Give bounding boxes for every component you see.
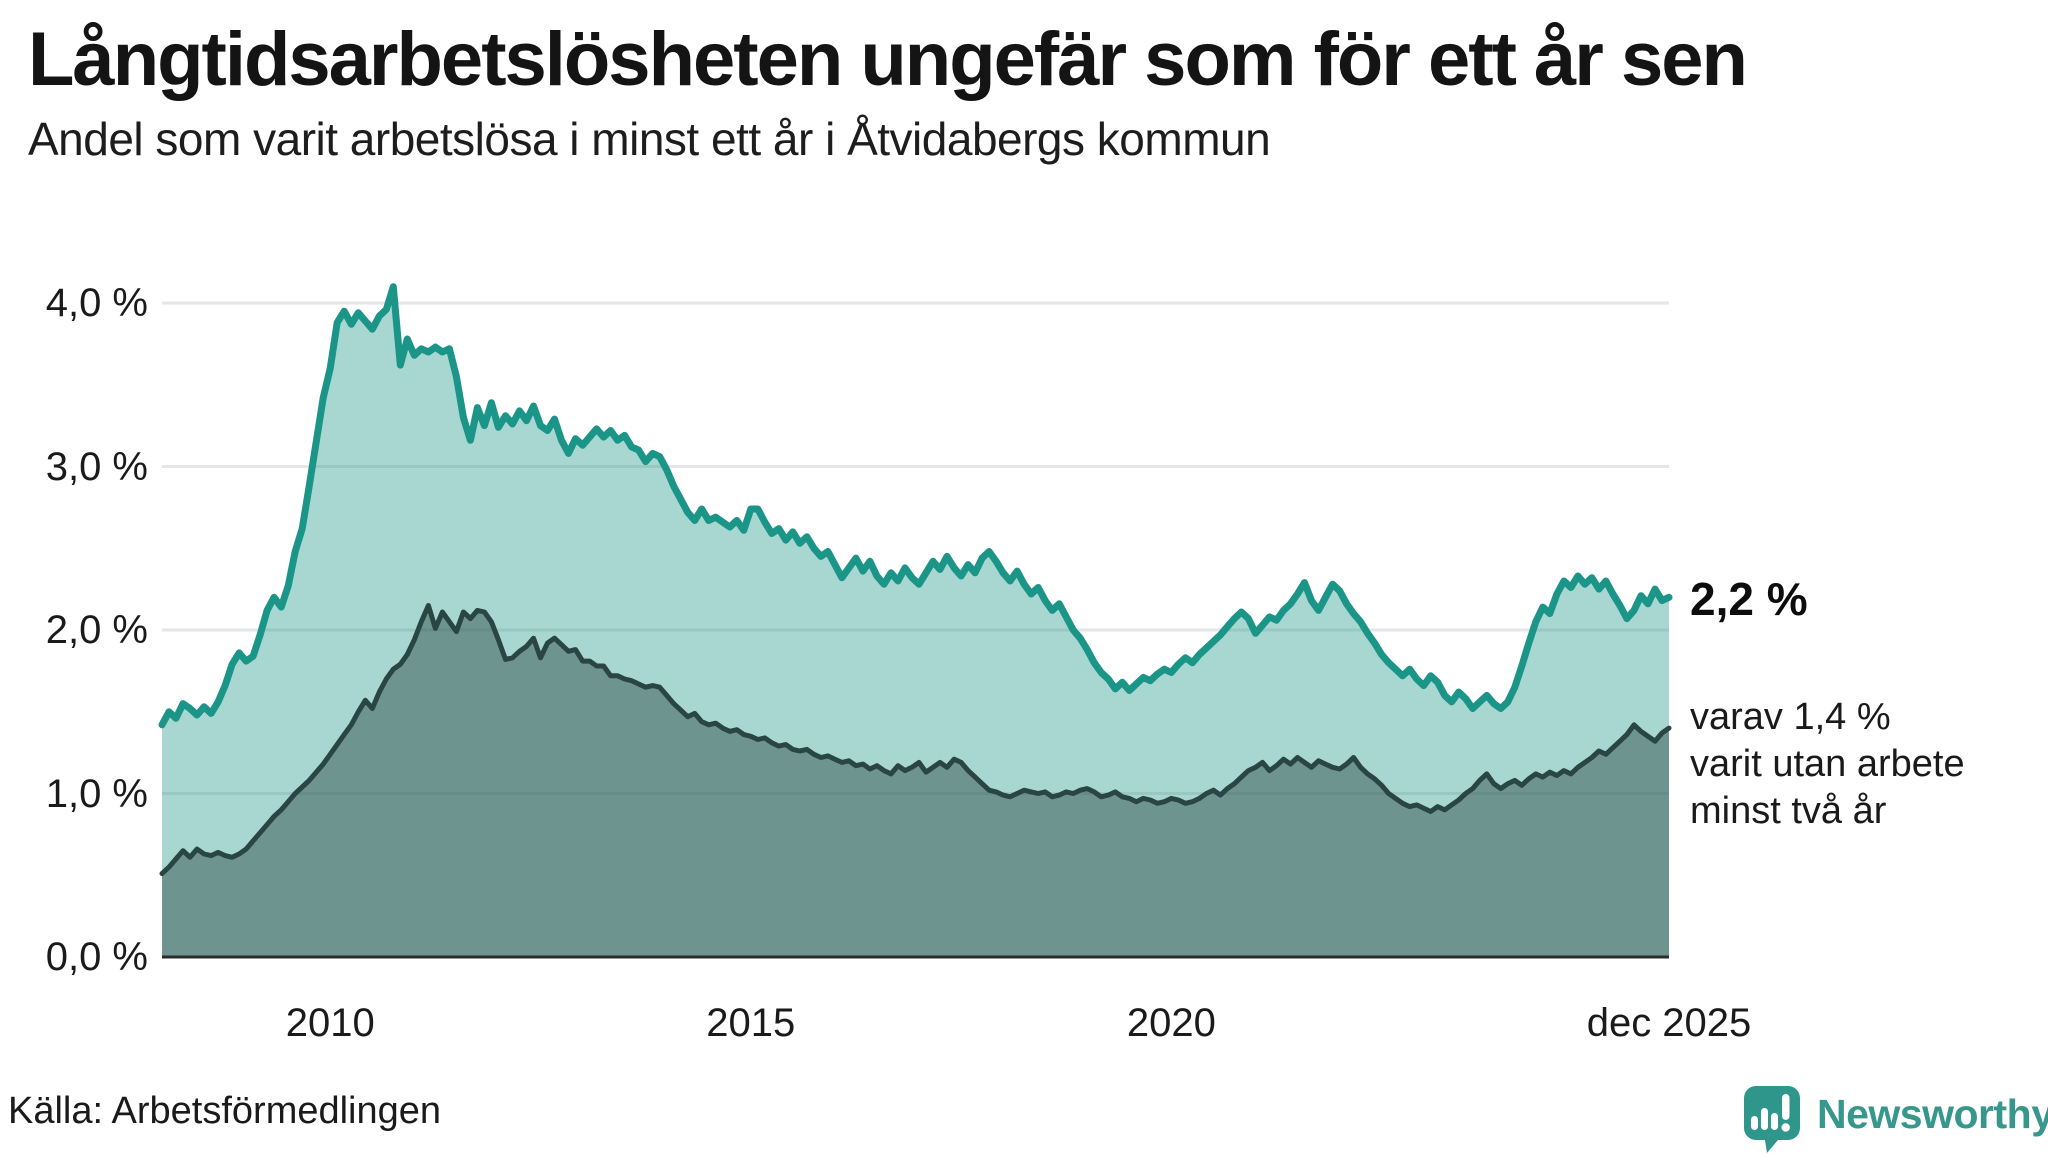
series-two-note: varav 1,4 % varit utan arbete minst två … <box>1690 694 1965 835</box>
series-line-1 <box>158 283 1673 729</box>
series-line-2 <box>159 603 1672 877</box>
y-tick-label: 3,0 % <box>45 444 148 489</box>
series-two-note-line1: varav 1,4 % <box>1690 696 1891 738</box>
y-tick-label: 0,0 % <box>45 935 148 979</box>
y-tick-label: 4,0 % <box>45 281 148 325</box>
series-area-1 <box>162 286 1669 957</box>
x-tick-label: 2015 <box>706 1001 796 1045</box>
y-tick-label: 1,0 % <box>45 771 148 816</box>
page-title: Långtidsarbetslösheten ungefär som för e… <box>28 17 1748 102</box>
x-tick-label: 2010 <box>285 1001 375 1045</box>
newsworthy-icon <box>1744 1086 1800 1153</box>
y-tick-label: 2,0 % <box>45 608 148 652</box>
series-area-2 <box>162 605 1669 957</box>
x-tick-label: 2020 <box>1126 1001 1216 1045</box>
newsworthy-logo[interactable]: Newsworthy <box>1740 1086 2048 1153</box>
newsworthy-wordmark: Newsworthy <box>1817 1090 2048 1137</box>
series-two-note-line2: varit utan arbete <box>1690 743 1965 785</box>
page-subtitle: Andel som varit arbetslösa i minst ett å… <box>28 113 1271 165</box>
x-tick-label: dec 2025 <box>1586 1001 1752 1045</box>
source-note: Källa: Arbetsförmedlingen <box>8 1090 442 1132</box>
series-two-note-line3: minst två år <box>1690 790 1887 832</box>
latest-value-label: 2,2 % <box>1690 573 1808 625</box>
